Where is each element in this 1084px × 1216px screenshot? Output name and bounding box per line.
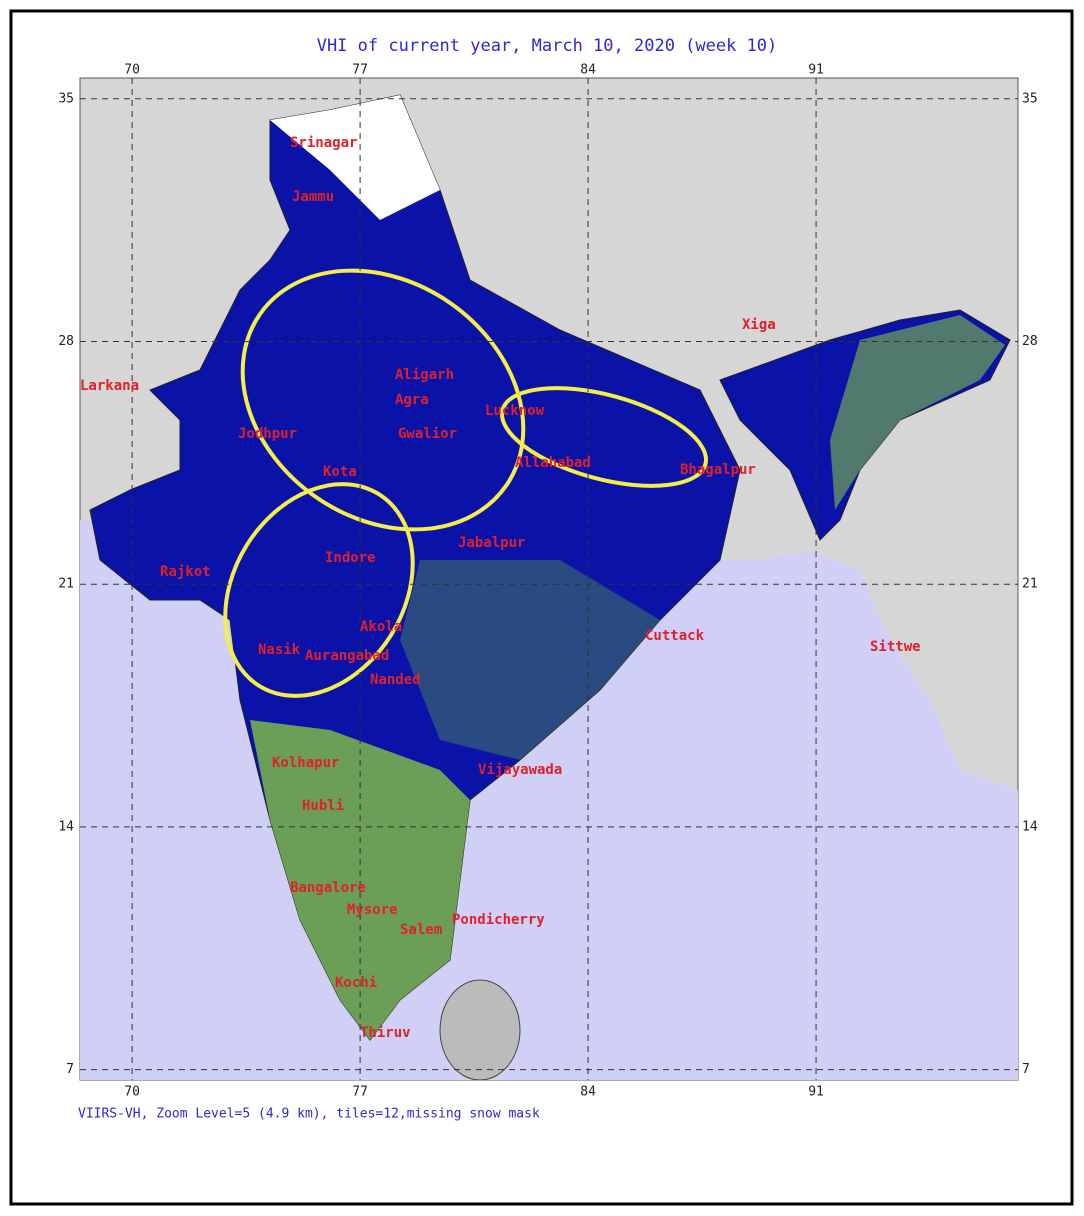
city-label: Vijayawada xyxy=(478,762,562,778)
lon-tick-label: 84 xyxy=(580,1085,596,1100)
snow-mask xyxy=(270,95,440,220)
city-label: Akola xyxy=(360,619,402,635)
lat-tick-label: 7 xyxy=(66,1062,74,1077)
lat-tick-label: 28 xyxy=(1022,334,1038,349)
city-label: Agra xyxy=(395,392,429,408)
city-label: Xiga xyxy=(742,317,776,333)
city-label: Aurangabad xyxy=(305,648,389,664)
lat-tick-label: 14 xyxy=(58,819,74,834)
lon-tick-label: 70 xyxy=(124,63,140,78)
highlight-ellipse xyxy=(240,268,526,532)
lat-tick-label: 35 xyxy=(1022,91,1038,106)
city-label: Allahabad xyxy=(515,455,591,471)
city-label: Cuttack xyxy=(645,628,705,644)
vegetation-central xyxy=(400,560,660,760)
city-label: Hubli xyxy=(302,798,344,814)
lat-tick-label: 28 xyxy=(58,334,74,349)
city-label: Indore xyxy=(325,550,376,566)
sri-lanka xyxy=(439,979,521,1081)
city-label: Sittwe xyxy=(870,639,921,655)
lon-tick-label: 77 xyxy=(352,1085,368,1100)
lat-tick-label: 14 xyxy=(1022,819,1038,834)
city-label: Bhagalpur xyxy=(680,462,756,478)
city-label: Kochi xyxy=(335,975,377,991)
vegetation-south xyxy=(250,720,470,1040)
city-label: Bangalore xyxy=(290,880,366,896)
lon-tick-label: 77 xyxy=(352,63,368,78)
vegetation-northeast xyxy=(830,315,1005,510)
map-area xyxy=(79,77,1019,1081)
city-label: Jabalpur xyxy=(458,535,525,551)
city-label: Salem xyxy=(400,922,442,938)
lat-tick-label: 21 xyxy=(58,577,74,592)
map-footer: VIIRS-VH, Zoom Level=5 (4.9 km), tiles=1… xyxy=(78,1107,540,1122)
city-label: Aligarh xyxy=(395,367,454,383)
lon-tick-label: 91 xyxy=(808,63,824,78)
city-label: Gwalior xyxy=(398,426,457,442)
city-label: Nanded xyxy=(370,672,421,688)
city-label: Larkana xyxy=(80,378,139,394)
city-label: Rajkot xyxy=(160,564,211,580)
lat-tick-label: 21 xyxy=(1022,577,1038,592)
lon-tick-label: 84 xyxy=(580,63,596,78)
map-title: VHI of current year, March 10, 2020 (wee… xyxy=(317,36,778,56)
city-label: Jammu xyxy=(292,189,334,205)
city-label: Kota xyxy=(323,464,357,480)
highlight-ellipse xyxy=(223,482,415,698)
lon-tick-label: 70 xyxy=(124,1085,140,1100)
lat-tick-label: 7 xyxy=(1022,1062,1030,1077)
city-label: Jodhpur xyxy=(238,426,297,442)
city-label: Mysore xyxy=(347,902,398,918)
city-label: Nasik xyxy=(258,642,301,658)
city-label: Thiruv xyxy=(360,1025,411,1041)
city-label: Pondicherry xyxy=(452,912,545,928)
lon-tick-label: 91 xyxy=(808,1085,824,1100)
city-label: Srinagar xyxy=(290,135,357,151)
city-label: Lucknow xyxy=(485,403,545,419)
lat-tick-label: 35 xyxy=(58,91,74,106)
city-label: Kolhapur xyxy=(272,755,339,771)
highlight-ellipse xyxy=(499,386,709,488)
